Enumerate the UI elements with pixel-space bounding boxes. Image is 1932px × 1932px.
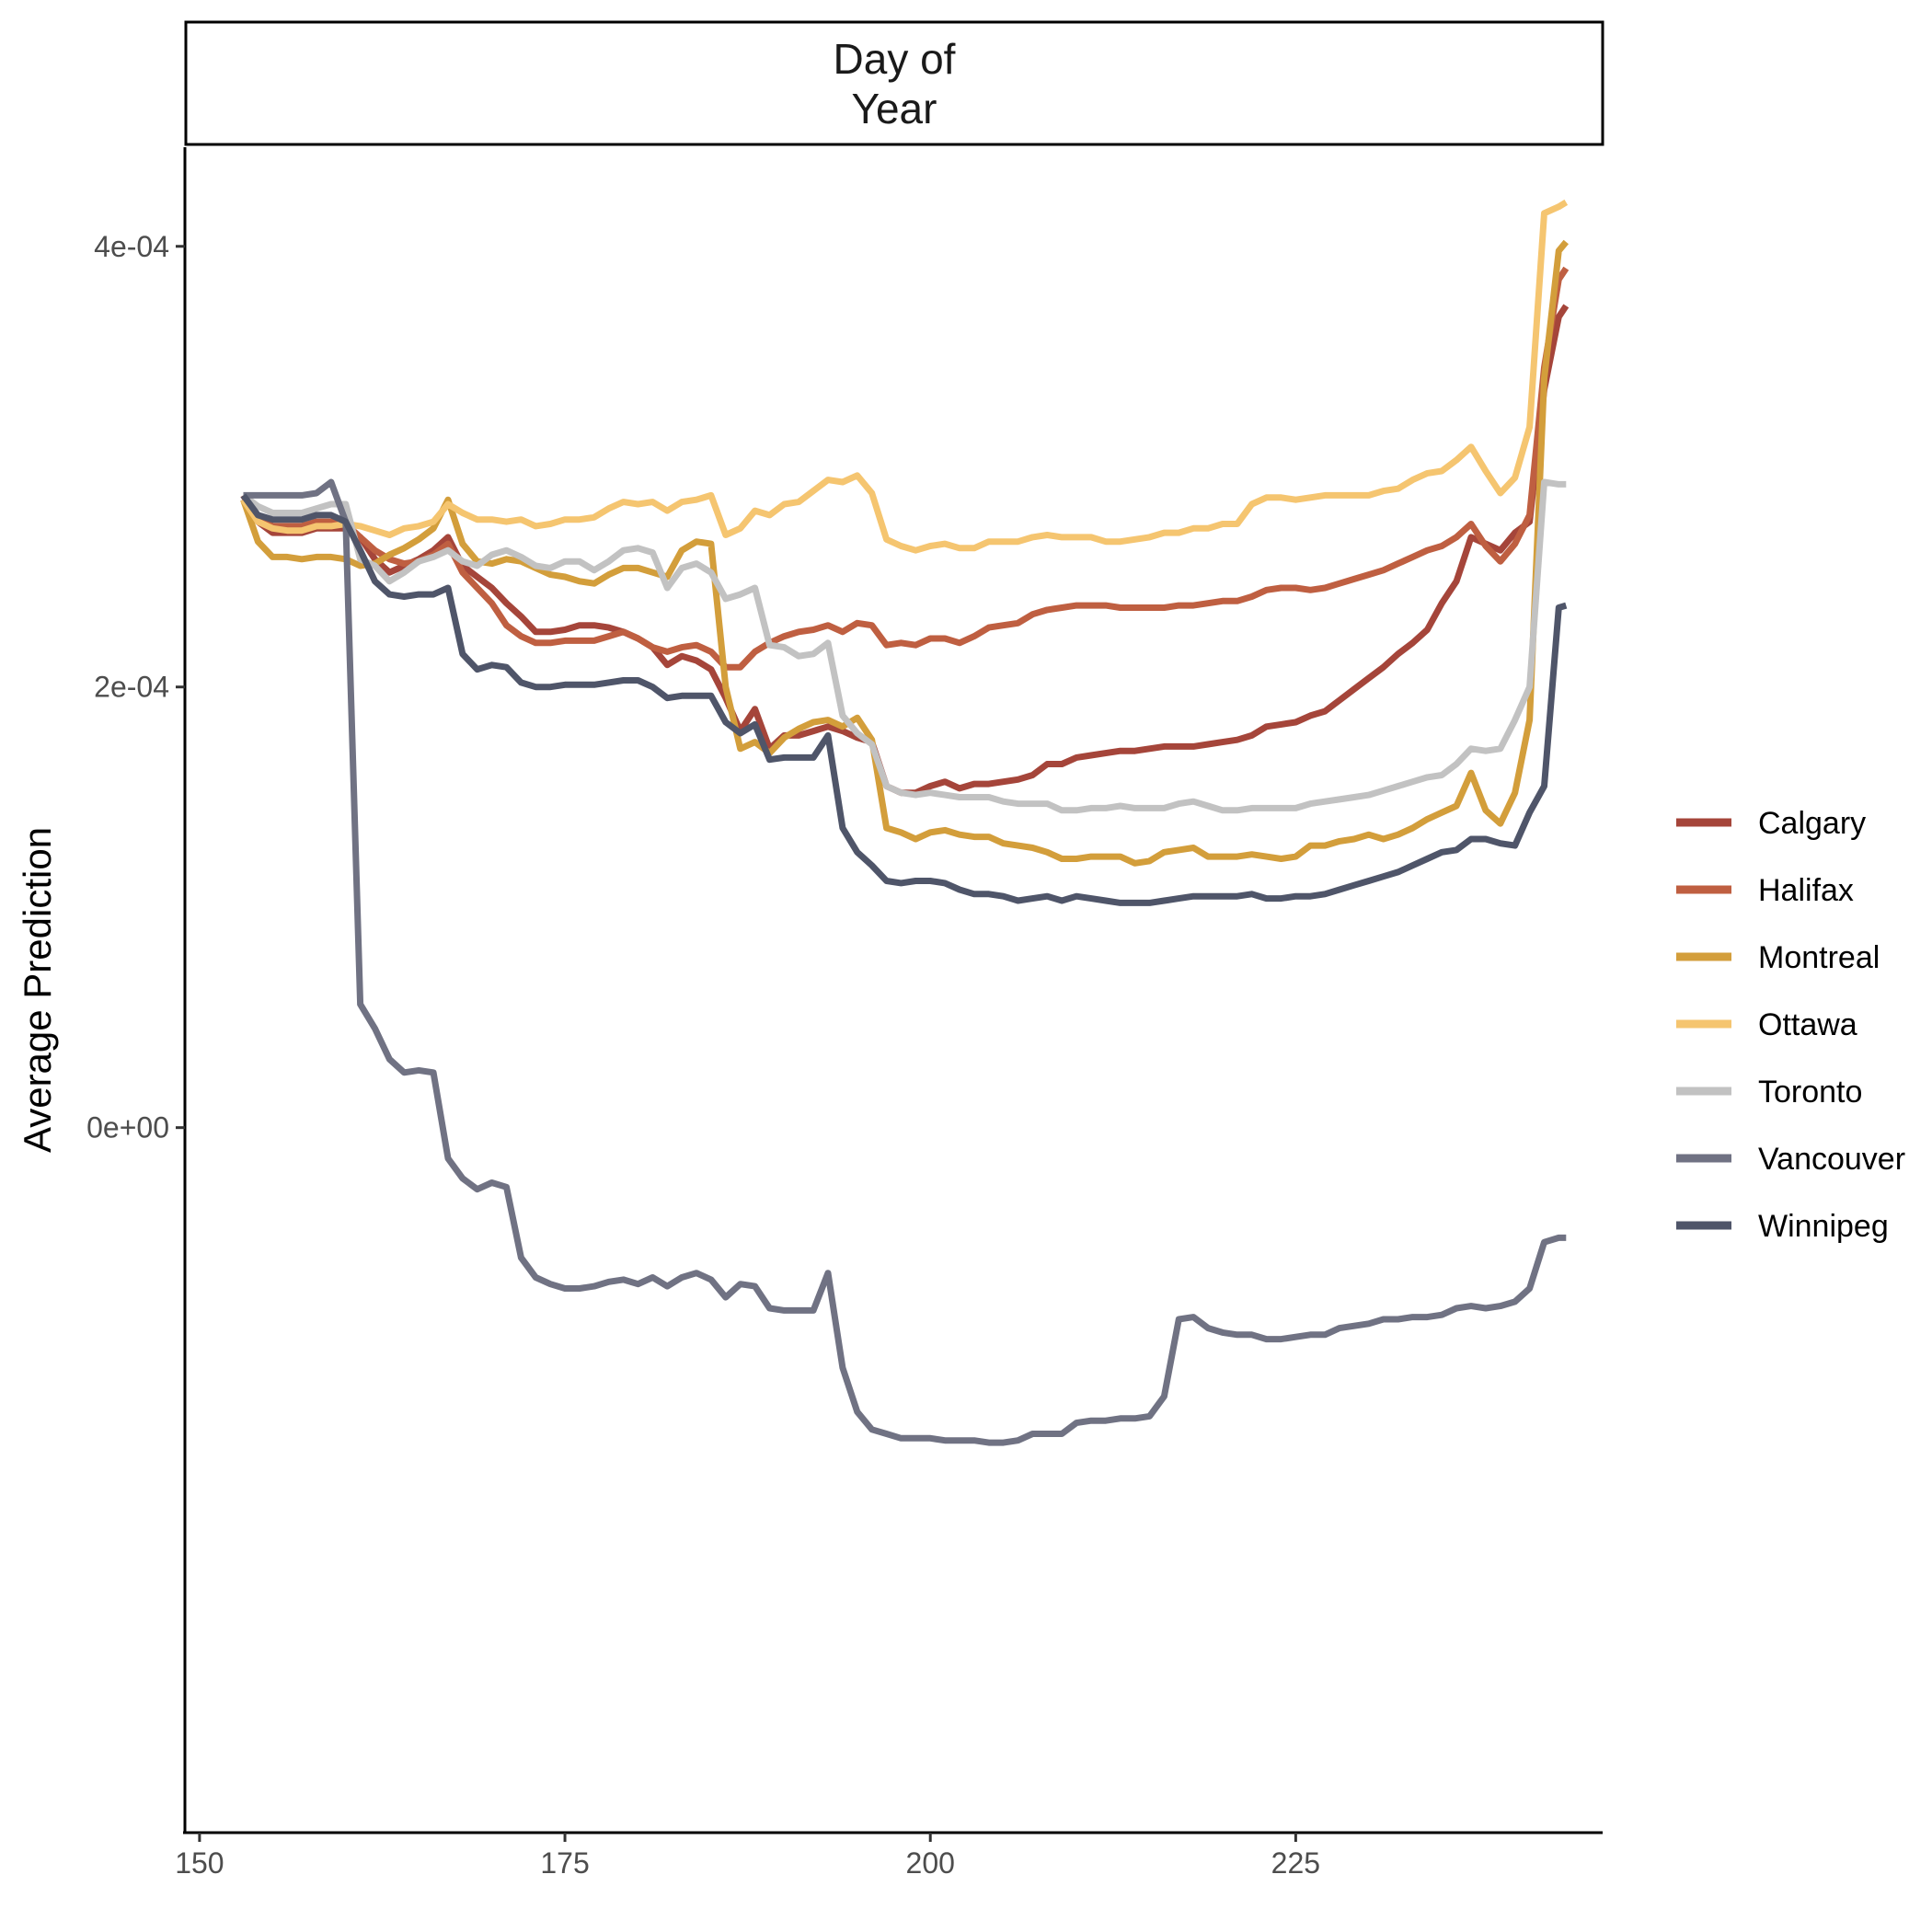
x-tick-label: 200	[906, 1846, 955, 1880]
legend-label-vancouver: Vancouver	[1758, 1142, 1905, 1177]
x-axis-ticks: 150 175 200 225	[175, 1833, 1320, 1880]
facet-title-line-1: Day of	[834, 35, 956, 83]
legend-label-winnipeg: Winnipeg	[1758, 1209, 1889, 1244]
facet-strip	[184, 20, 1604, 146]
series-line-toronto	[241, 478, 1567, 814]
legend-label-calgary: Calgary	[1758, 806, 1866, 841]
series-line-montreal	[240, 239, 1569, 867]
series-line-halifax	[240, 266, 1570, 671]
legend-label-halifax: Halifax	[1758, 873, 1854, 908]
series-line-ottawa	[240, 199, 1569, 554]
y-tick-label: 4e-04	[94, 230, 169, 263]
facet-title-line-2: Year	[852, 85, 937, 132]
y-tick-label: 0e+00	[86, 1111, 169, 1144]
series-layer	[240, 199, 1570, 1446]
legend-label-ottawa: Ottawa	[1758, 1007, 1857, 1042]
x-tick-label: 150	[175, 1846, 224, 1880]
legend-label-montreal: Montreal	[1758, 940, 1880, 975]
series-line-winnipeg	[240, 493, 1568, 906]
y-axis-title: Average Prediction	[16, 827, 59, 1153]
legend-label-toronto: Toronto	[1758, 1075, 1862, 1110]
legend: Calgary Halifax Montreal Ottawa Toronto Vanco…	[1676, 806, 1905, 1244]
x-tick-label: 175	[540, 1846, 589, 1880]
x-tick-label: 225	[1271, 1846, 1320, 1880]
y-axis-ticks: 4e-04 2e-04 0e+00	[86, 230, 185, 1144]
series-line-vancouver	[243, 478, 1567, 1446]
y-tick-label: 2e-04	[94, 671, 169, 704]
